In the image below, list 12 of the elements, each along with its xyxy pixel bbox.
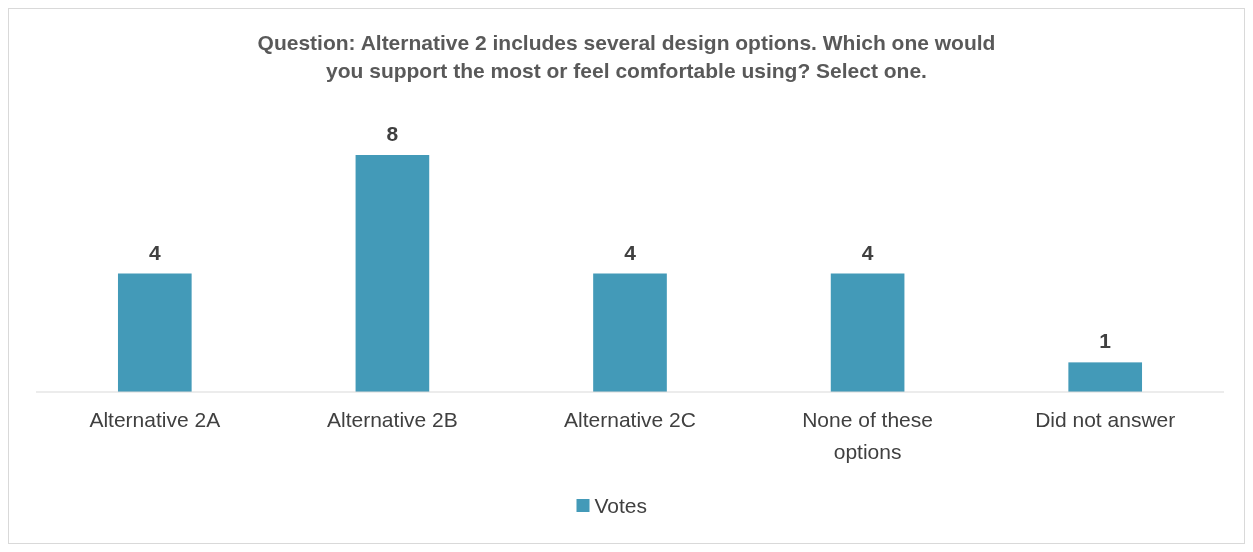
- data-label: 1: [1099, 329, 1112, 353]
- x-tick-label: Alternative 2B: [327, 408, 458, 431]
- data-label: 4: [624, 240, 637, 264]
- legend-label: Votes: [594, 494, 648, 517]
- chart-title: Question: Alternative 2 includes several design options. Which one would you support the most or feel comfortable using? Select one.: [257, 31, 996, 82]
- data-label: 4: [861, 240, 874, 264]
- x-tick-label: None of these options: [802, 408, 933, 463]
- data-label: 4: [148, 240, 161, 264]
- data-label: 8: [386, 122, 399, 145]
- x-tick-label: Alternative 2C: [564, 408, 696, 431]
- x-tick-label: Did not answer: [1035, 408, 1176, 431]
- x-tick-label: Alternative 2A: [89, 408, 221, 431]
